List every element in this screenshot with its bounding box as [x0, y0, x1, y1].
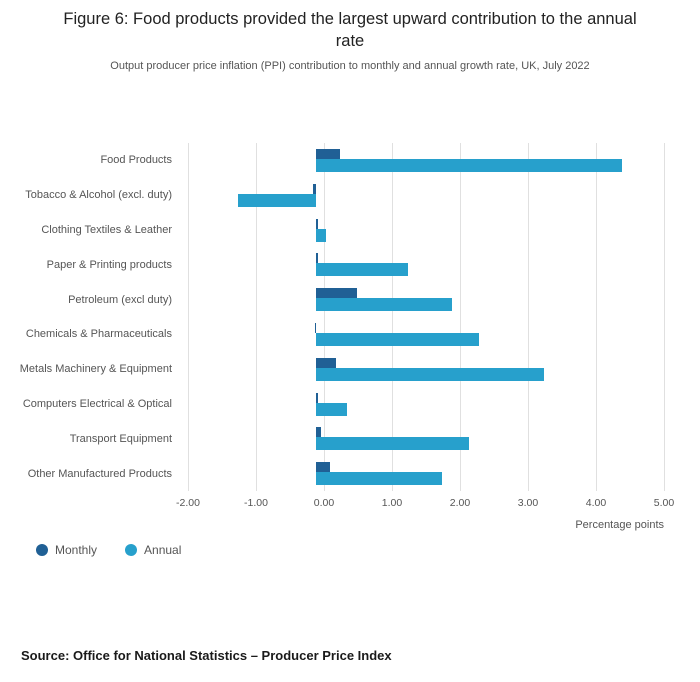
gridline	[324, 143, 325, 491]
category-label: Paper & Printing products	[46, 258, 172, 271]
bar-annual[interactable]	[316, 367, 544, 381]
bar-zone	[180, 352, 657, 387]
gridline	[596, 143, 597, 491]
legend: Monthly Annual	[36, 543, 181, 557]
x-tick-label: 1.00	[381, 497, 403, 509]
x-tick-label: 4.00	[585, 497, 607, 509]
bar-zone	[180, 282, 657, 317]
bar-zone	[180, 178, 657, 213]
legend-item-annual[interactable]: Annual	[125, 543, 181, 557]
chart-row: Computers Electrical & Optical	[0, 387, 700, 422]
bar-zone	[180, 143, 657, 178]
bar-monthly[interactable]	[314, 322, 316, 333]
bar-monthly[interactable]	[316, 288, 357, 299]
category-label: Chemicals & Pharmaceuticals	[25, 328, 172, 341]
chart-row: Food Products	[0, 143, 700, 178]
category-label: Computers Electrical & Optical	[22, 397, 172, 410]
category-label: Metals Machinery & Equipment	[19, 363, 172, 376]
source-text: Source: Office for National Statistics –…	[21, 648, 392, 663]
x-axis-title: Percentage points	[575, 519, 664, 531]
chart: Food Products Tobacco & Alcohol (excl. du…	[0, 143, 700, 543]
bar-monthly[interactable]	[316, 392, 319, 403]
legend-label: Annual	[144, 543, 182, 557]
bar-annual[interactable]	[316, 263, 408, 277]
chart-row: Tobacco & Alcohol (excl. duty)	[0, 178, 700, 213]
bar-annual[interactable]	[316, 228, 327, 242]
gridline	[256, 143, 257, 491]
gridline	[664, 143, 665, 491]
bar-monthly[interactable]	[316, 253, 319, 264]
gridline	[460, 143, 461, 491]
gridline	[392, 143, 393, 491]
x-tick-label: 3.00	[517, 497, 539, 509]
bar-annual[interactable]	[316, 298, 452, 312]
category-label: Other Manufactured Products	[27, 467, 172, 480]
bar-zone	[180, 387, 657, 422]
category-label: Petroleum (excl duty)	[68, 293, 172, 306]
chart-row: Metals Machinery & Equipment	[0, 352, 700, 387]
x-tick-label: 5.00	[653, 497, 675, 509]
gridline	[188, 143, 189, 491]
chart-subtitle: Output producer price inflation (PPI) co…	[110, 60, 590, 72]
chart-row: Transport Equipment	[0, 421, 700, 456]
chart-rows: Food Products Tobacco & Alcohol (excl. du…	[0, 143, 700, 491]
bar-monthly[interactable]	[316, 357, 337, 368]
bar-annual[interactable]	[316, 472, 442, 486]
bar-monthly[interactable]	[316, 427, 322, 438]
category-label: Food Products	[100, 154, 172, 167]
chart-row: Clothing Textiles & Leather	[0, 213, 700, 248]
legend-label: Monthly	[55, 543, 98, 557]
legend-item-monthly[interactable]: Monthly	[36, 543, 97, 557]
x-axis: -2.00 -1.00 0.00 1.00 2.00 3.00 4.00 5.00	[0, 497, 700, 513]
bar-zone	[180, 456, 657, 491]
legend-dot-icon	[125, 544, 138, 556]
legend-dot-icon	[36, 544, 48, 556]
bar-annual[interactable]	[316, 159, 622, 172]
x-tick-label: -2.00	[176, 497, 200, 509]
bar-annual[interactable]	[316, 332, 480, 346]
x-tick-label: -1.00	[244, 497, 268, 509]
bar-annual[interactable]	[237, 193, 316, 207]
category-label: Transport Equipment	[69, 432, 172, 445]
gridline	[528, 143, 529, 491]
chart-row: Paper & Printing products	[0, 247, 700, 282]
bar-monthly[interactable]	[316, 218, 318, 229]
bar-zone	[180, 247, 657, 282]
bar-zone	[180, 213, 657, 248]
chart-row: Petroleum (excl duty)	[0, 282, 700, 317]
bar-annual[interactable]	[316, 437, 469, 451]
x-tick-label: 0.00	[313, 497, 335, 509]
bar-zone	[180, 421, 657, 456]
bar-annual[interactable]	[316, 402, 347, 416]
x-tick-label: 2.00	[449, 497, 471, 509]
category-label: Clothing Textiles & Leather	[41, 223, 172, 236]
category-label: Tobacco & Alcohol (excl. duty)	[25, 189, 172, 202]
bar-monthly[interactable]	[316, 462, 330, 473]
chart-title-text: Figure 6: Food products provided the lar…	[63, 10, 637, 51]
chart-title: Figure 6: Food products provided the lar…	[0, 8, 700, 53]
chart-row: Other Manufactured Products	[0, 456, 700, 491]
chart-row: Chemicals & Pharmaceuticals	[0, 317, 700, 352]
bar-monthly[interactable]	[316, 149, 340, 159]
bar-zone	[180, 317, 657, 352]
grid-layer	[188, 143, 665, 491]
bar-monthly[interactable]	[312, 183, 316, 194]
